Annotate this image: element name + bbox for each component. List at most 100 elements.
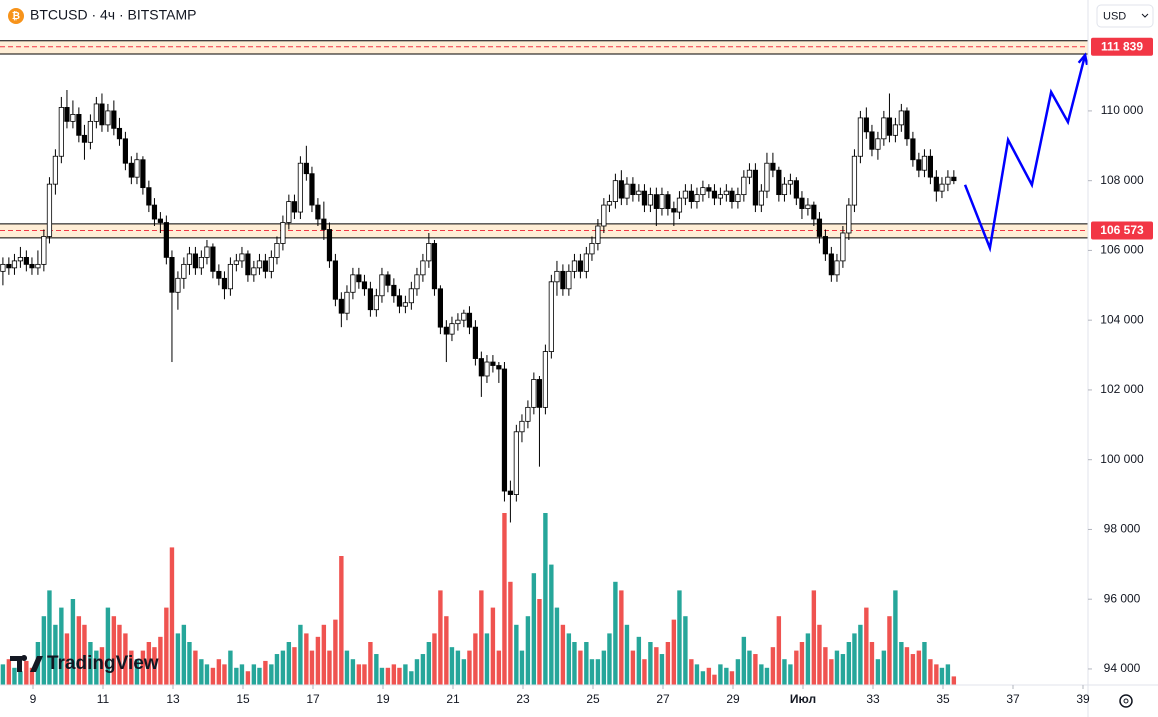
- candle-body: [571, 260, 578, 272]
- volume-bar: [718, 664, 723, 685]
- candle-body: [828, 253, 834, 276]
- volume-bar: [263, 660, 268, 685]
- settings-gear-center[interactable]: [1123, 698, 1129, 704]
- candle-body: [682, 190, 688, 199]
- volume-bar: [99, 647, 105, 685]
- candle-body: [181, 263, 187, 279]
- volume-bar: [280, 650, 286, 685]
- candle-body: [93, 103, 99, 122]
- candle-body: [326, 229, 333, 262]
- candle-body: [227, 263, 234, 290]
- volume-bar: [741, 636, 747, 685]
- volume-bar: [729, 671, 735, 685]
- volume-bar: [811, 590, 817, 685]
- x-tick-label: Июл: [790, 692, 816, 706]
- projection-line: [963, 54, 1087, 253]
- candle-body: [723, 190, 729, 196]
- volume-bar: [374, 654, 379, 685]
- candle-body: [513, 431, 519, 495]
- candle-body: [356, 274, 362, 283]
- candle-body: [420, 260, 426, 276]
- volume-bar: [788, 664, 793, 685]
- volume-bar: [479, 590, 484, 685]
- volume-bar: [269, 664, 274, 685]
- y-tick-label: 98 000: [1104, 522, 1141, 536]
- candle-body: [391, 284, 397, 297]
- settings-gear[interactable]: [1119, 694, 1133, 708]
- candle-body: [776, 169, 782, 196]
- logo-text: TradingView: [47, 653, 159, 674]
- volume-bar: [759, 664, 764, 685]
- candle-body: [770, 162, 776, 171]
- volume-bar: [712, 674, 717, 685]
- x-tick-label: 29: [726, 692, 740, 706]
- x-tick-label: 39: [1076, 692, 1090, 706]
- candle-body: [548, 281, 554, 352]
- bitcoin-icon: [8, 8, 24, 24]
- y-tick-label: 110 000: [1101, 103, 1144, 117]
- candle-body: [811, 204, 817, 220]
- candle-body: [886, 117, 893, 136]
- x-tick-label: 35: [936, 692, 950, 706]
- candle-body: [210, 246, 216, 272]
- volume-bar: [24, 660, 29, 685]
- volume-bar: [105, 607, 111, 685]
- volume-bar: [438, 590, 443, 685]
- volume-bar: [864, 607, 869, 685]
- settings-icon[interactable]: [1119, 694, 1133, 708]
- candle-body: [805, 204, 811, 209]
- candle-body: [577, 260, 583, 272]
- volume-bar: [852, 633, 857, 685]
- currency-label[interactable]: USD: [1103, 10, 1126, 22]
- y-tick-label: 104 000: [1100, 312, 1144, 326]
- volume-bar: [321, 624, 327, 685]
- currency-caret[interactable]: [1141, 13, 1149, 18]
- candle-body: [303, 162, 309, 175]
- candle-body: [157, 218, 164, 223]
- candle-body: [408, 288, 414, 304]
- volume-bar: [82, 624, 87, 685]
- symbol-title: BTCUSD · 4ч · BITSTAMP: [30, 7, 197, 23]
- volume-bar: [566, 633, 572, 685]
- candle-body: [297, 162, 304, 213]
- level-zone: [0, 40, 1088, 55]
- volume-bar: [455, 650, 461, 685]
- candle-body: [857, 117, 863, 157]
- candle-body: [163, 222, 169, 258]
- candle-body: [519, 420, 525, 433]
- y-tick-label: 106 000: [1100, 243, 1144, 257]
- volume-bar: [134, 659, 140, 685]
- volume-bar: [146, 642, 152, 685]
- volume-bar: [858, 624, 863, 685]
- volume-bar: [333, 619, 338, 685]
- candle-body: [431, 243, 438, 290]
- projection-arrowhead: [1077, 52, 1089, 66]
- volume-bar: [210, 667, 216, 685]
- candle-body: [554, 270, 560, 283]
- candle-body: [490, 361, 496, 366]
- volume-bar: [193, 650, 198, 685]
- volume-bar: [94, 650, 99, 685]
- volume-bar: [344, 650, 350, 685]
- candle-body: [140, 159, 146, 189]
- candle-body: [385, 274, 391, 286]
- volume-bar: [18, 671, 23, 685]
- candle-body: [910, 138, 916, 161]
- x-tick-label: 25: [586, 692, 600, 706]
- candle-body: [414, 274, 420, 290]
- x-tick-label: 11: [97, 692, 110, 706]
- candle-body: [764, 162, 770, 192]
- volume-bar: [805, 633, 811, 685]
- volume-bar: [724, 667, 729, 685]
- volume-bar: [356, 664, 362, 685]
- candle-body: [881, 117, 887, 140]
- x-tick-label: 21: [446, 692, 460, 706]
- volume-bar: [59, 607, 64, 685]
- candle-body: [315, 204, 321, 220]
- candle-body: [927, 155, 933, 178]
- volume-bar: [12, 667, 17, 685]
- candle-body: [426, 243, 432, 262]
- volume-bar: [753, 654, 758, 685]
- candle-body: [641, 190, 648, 206]
- currency-button[interactable]: [1096, 4, 1154, 28]
